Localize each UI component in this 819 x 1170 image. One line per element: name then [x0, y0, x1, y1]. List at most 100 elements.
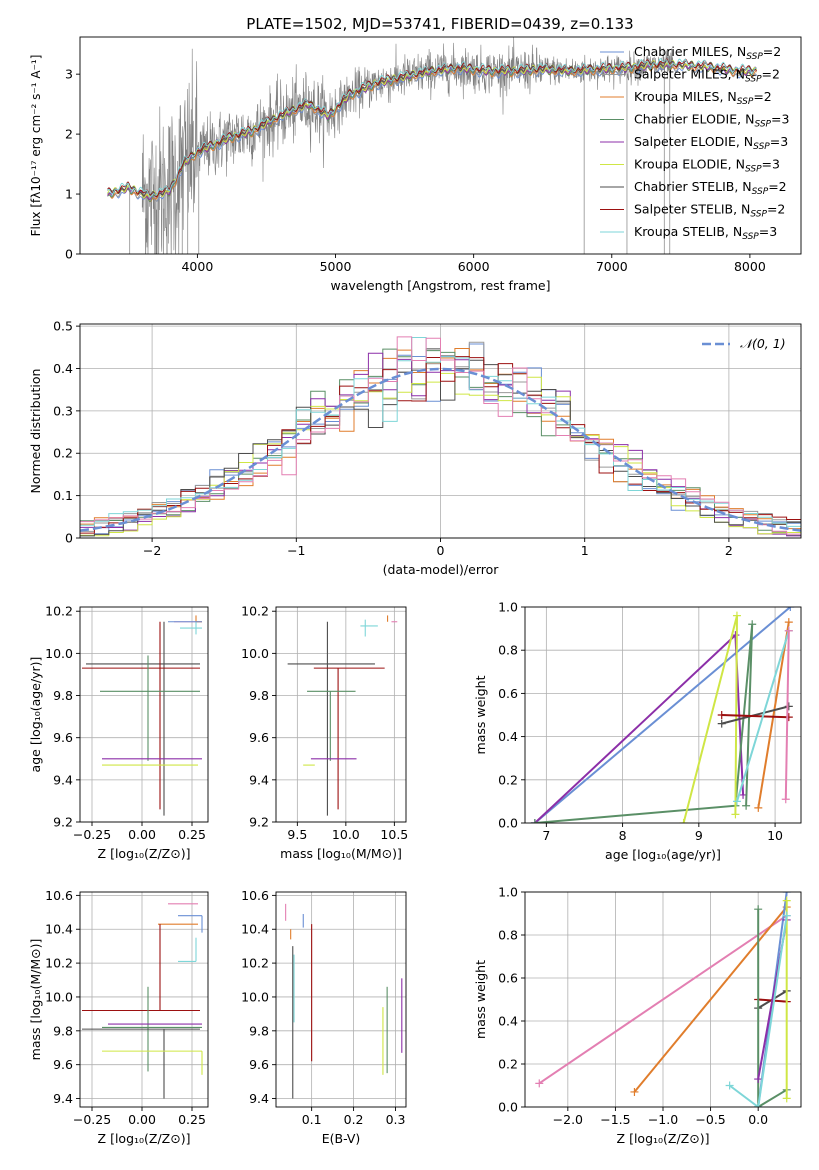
y-tick-label: 9.6: [53, 730, 73, 745]
y-tick-label: 10.0: [45, 989, 73, 1004]
x-axis-label: Z [log₁₀(Z/Z⊙)]: [98, 1131, 191, 1146]
y-tick-label: 10.0: [241, 989, 269, 1004]
axes-frame: [79, 36, 802, 255]
errorbar-point: [360, 619, 378, 637]
legend-suffix: =3: [771, 112, 789, 127]
y-tick-label: 10.0: [241, 646, 269, 661]
y-tick-label: 9.8: [249, 1023, 269, 1038]
plot-area: [535, 892, 791, 1107]
x-tick-label: 10.5: [380, 827, 408, 842]
histogram-step-line: [80, 336, 801, 538]
legend-subscript: SSP: [737, 97, 754, 107]
legend-entry: 𝒩(0, 1): [740, 336, 786, 351]
x-tick-label: 0.2: [344, 1112, 364, 1127]
y-tick-label: 9.2: [249, 815, 269, 830]
y-axis-label: mass weight: [473, 675, 488, 754]
panel-age-vs-mass: 9.5 10.0 10.5 9.2 9.4 9.6 9.8 10.0 10.2 mass [log…: [241, 604, 408, 861]
weight-marker: [679, 819, 688, 823]
y-tick-label: 0.8: [498, 928, 518, 943]
errorbar-point: [180, 621, 202, 635]
y-tick-label: 0.6: [498, 971, 518, 986]
errorbar-point: [100, 655, 200, 761]
y-tick-label: 0.4: [53, 361, 73, 376]
panel-spectrum: 4000 5000 6000 7000 8000 0 1 2 3 wavelength [Angs…: [29, 36, 802, 293]
x-tick-label: 4000: [181, 259, 213, 274]
weight-marker: [782, 896, 791, 905]
panel-mass-weight-vs-age: 7 8 9 10 0.0 0.2 0.4 0.6 0.8 1.0 age [log₁₀(age/yr…: [473, 600, 802, 862]
x-tick-label: 6000: [458, 259, 490, 274]
legend-entry: Kroupa MILES, NSSP=2: [634, 89, 772, 107]
legend: 𝒩(0, 1): [702, 336, 786, 351]
weight-marker: [782, 911, 791, 920]
y-tick-label: 0.2: [498, 1057, 518, 1072]
legend-subscript: SSP: [742, 232, 759, 242]
y-tick-label: 0: [65, 247, 73, 262]
legend-entry: Salpeter STELIB, NSSP=2: [634, 202, 785, 220]
y-tick-label: 0.2: [498, 772, 518, 787]
panels: 4000 5000 6000 7000 8000 0 1 2 3 wavelength [Angs…: [28, 36, 802, 1146]
x-tick-label: 7: [542, 828, 550, 843]
y-axis-label: age [log₁₀(age/yr)]: [28, 657, 43, 773]
panel-mass-vs-Z: −0.25 0.00 0.25 9.4 9.6 9.8 10.0 10.2 10.4 10.6 Z …: [28, 888, 209, 1146]
legend-subscript: SSP: [750, 210, 767, 220]
weight-marker: [731, 810, 740, 819]
legend-suffix: =3: [762, 157, 780, 172]
plot-area: [530, 607, 795, 823]
y-tick-label: 9.6: [249, 1057, 269, 1072]
x-tick-label: 9: [695, 828, 703, 843]
y-tick-label: 0.0: [498, 816, 518, 831]
x-tick-label: 1: [581, 543, 589, 558]
y-tick-label: 9.4: [249, 772, 269, 787]
legend-label: Salpeter ELODIE, N: [634, 134, 753, 149]
x-tick-label: −2: [143, 543, 161, 558]
legend-label: Salpeter MILES, N: [634, 67, 745, 82]
x-tick-label: −2.0: [553, 1112, 583, 1127]
weight-marker: [742, 801, 751, 810]
axes-frame: [79, 891, 209, 1108]
legend-subscript: SSP: [752, 187, 769, 197]
legend-entry: Chabrier STELIB, NSSP=2: [634, 179, 787, 197]
legend-entry: Salpeter MILES, NSSP=2: [634, 67, 780, 85]
y-tick-label: 10.0: [45, 646, 73, 661]
y-tick-label: 0.4: [498, 1014, 518, 1029]
y-tick-label: 0.4: [498, 729, 518, 744]
y-tick-label: 0.0: [498, 1100, 518, 1115]
legend-subscript: SSP: [745, 165, 762, 175]
y-tick-label: 9.4: [53, 1091, 73, 1106]
y-tick-label: 2: [65, 127, 73, 142]
x-tick-label: 9.5: [287, 827, 307, 842]
legend-label: Chabrier STELIB, N: [634, 179, 752, 194]
weight-marker: [784, 618, 793, 627]
x-tick-label: 0.00: [128, 827, 156, 842]
weight-series-line: [538, 914, 788, 1085]
legend-label: Kroupa ELODIE, N: [634, 157, 745, 172]
errorbar-point: [82, 621, 200, 810]
y-axis-label: mass weight: [473, 960, 488, 1039]
weight-marker: [717, 711, 726, 719]
legend-entry: Chabrier ELODIE, NSSP=3: [634, 112, 789, 130]
plot-area: [107, 37, 757, 254]
weight-series-line: [721, 714, 789, 719]
y-tick-label: 0: [65, 531, 73, 546]
y-axis-label: Flux [fλ10⁻¹⁷ erg cm⁻² s⁻¹ A⁻¹]: [29, 55, 43, 237]
y-tick-label: 0.6: [498, 686, 518, 701]
legend-subscript: SSP: [753, 142, 770, 152]
weight-series-line: [757, 621, 790, 809]
legend-subscript: SSP: [746, 52, 763, 62]
weight-marker: [748, 620, 757, 629]
weight-series-line: [721, 705, 790, 725]
normal-curve-line: [80, 367, 801, 532]
y-tick-label: 9.4: [53, 772, 73, 787]
legend-suffix: =2: [762, 67, 780, 82]
x-tick-label: −1: [287, 543, 305, 558]
weight-series-line: [784, 630, 790, 800]
x-tick-label: 10: [767, 828, 783, 843]
weight-series-line: [757, 909, 788, 1107]
legend-subscript: SSP: [745, 75, 762, 85]
weight-marker: [754, 1075, 763, 1084]
weight-series-line: [728, 915, 788, 1107]
x-axis-label: age [log₁₀(age/yr)]: [605, 847, 721, 862]
